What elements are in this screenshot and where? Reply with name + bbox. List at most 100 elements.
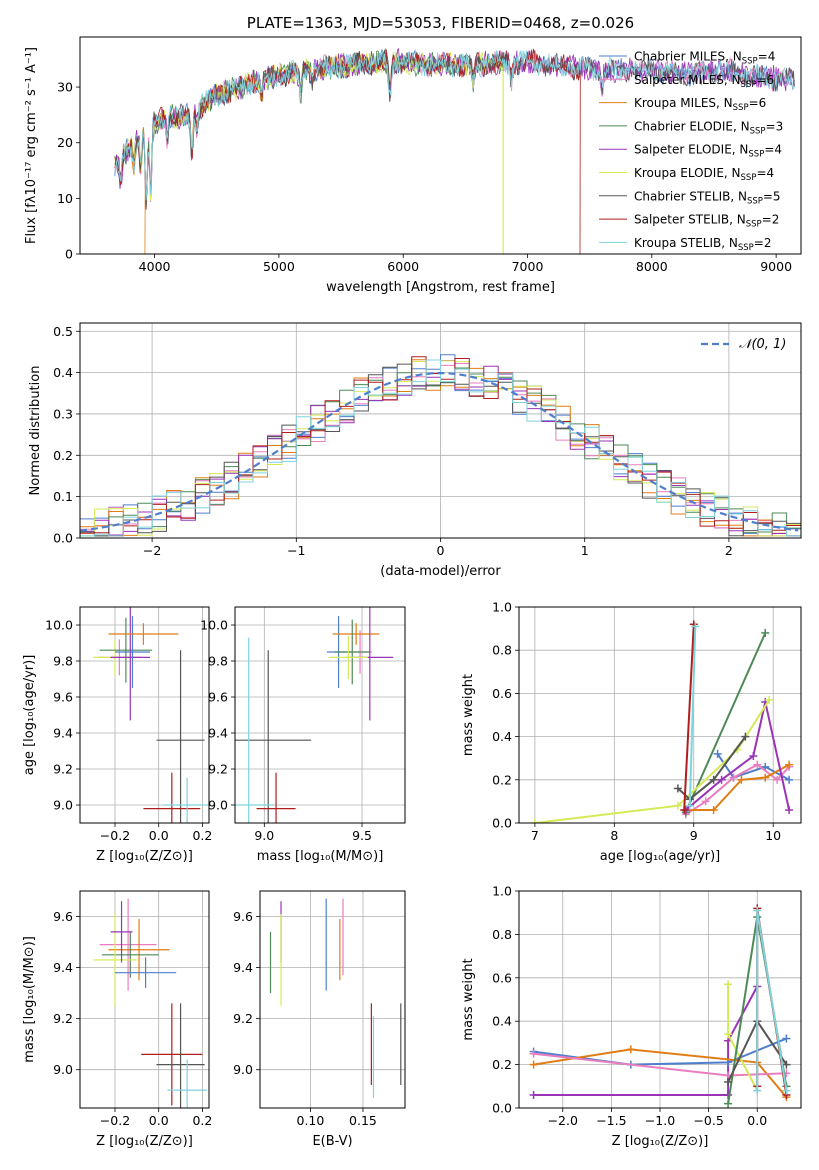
weight-line-chabrier-elodie (684, 632, 767, 813)
legend-subscript: SSP (748, 150, 764, 160)
legend-label: Chabrier MILES, NSSP=4 (634, 50, 775, 67)
weight-marker (626, 1045, 635, 1054)
x-tick-label: −1 (287, 543, 305, 558)
y-tick-label: 0 (65, 247, 73, 262)
axes-z-weight: −2.0 −1.5 −1.0 −0.5 0.0 0.0 0.2 0.4 0.6 0.8 1.0 Z [… (461, 884, 802, 1149)
weight-line-salpeter-elodie (685, 701, 791, 811)
x-axis-label: Z [log₁₀(Z/Z⊙)] (612, 1134, 709, 1149)
axes-residuals: −2 −1 0 1 2 0.0 0.1 0.2 0.3 0.4 0.5 𝒩(0, 1) (data-mo… (28, 322, 802, 579)
y-tick-label: 9.4 (53, 726, 73, 741)
errorbar-point (99, 898, 157, 991)
axes-frame (518, 606, 802, 824)
x-tick-label: 5000 (263, 259, 295, 274)
errorbar-point (167, 1059, 207, 1108)
x-axis-label: Z [log₁₀(Z/Z⊙)] (96, 1134, 193, 1149)
weight-marker (701, 797, 710, 806)
errorbar-point (99, 617, 153, 683)
legend-text: Salpeter STELIB, N (634, 213, 746, 227)
axes-frame (234, 606, 406, 824)
weight-marker (530, 819, 539, 823)
legend-label: Chabrier STELIB, NSSP=5 (634, 189, 781, 206)
axes-z-age: −0.2 0.0 0.2 9.0 9.2 9.4 9.6 9.8 10.0 Z [log₁₀(Z/… (22, 606, 212, 864)
y-tick-label: 30 (57, 80, 73, 95)
plot-area-z-mass (93, 898, 207, 1108)
legend-subscript: SSP (746, 220, 762, 230)
weight-line-salpeter-miles (685, 763, 790, 816)
legend-label: Kroupa STELIB, NSSP=2 (634, 236, 772, 253)
legend-count: =4 (764, 143, 782, 157)
weight-marker (782, 1060, 791, 1069)
plot-area-residuals (80, 354, 801, 537)
legend-subscript: SSP (741, 80, 757, 90)
plot-area-z-age (93, 607, 209, 823)
y-tick-label: 9.8 (208, 654, 228, 669)
x-tick-label: 1 (581, 543, 589, 558)
y-tick-label: 0.1 (53, 489, 73, 504)
y-tick-label: 0.3 (53, 406, 73, 421)
weight-marker (785, 760, 794, 769)
weight-marker (685, 801, 694, 810)
legend-count: =4 (758, 50, 776, 64)
errorbar-point (156, 650, 205, 823)
errorbar-point (114, 957, 177, 989)
y-axis-label: age [log₁₀(age/yr)] (22, 655, 37, 776)
x-tick-label: 7 (531, 828, 539, 843)
errorbar-point (163, 778, 209, 823)
legend: Chabrier MILES, NSSP=4 Salpeter MILES, NS… (599, 50, 783, 253)
x-tick-label: −0.5 (693, 1113, 723, 1128)
plot-area-age-weight (530, 620, 794, 823)
y-tick-label: 9.6 (208, 690, 228, 705)
weight-marker (724, 980, 733, 989)
x-tick-label: 0.0 (747, 1113, 767, 1128)
weight-marker (709, 806, 718, 815)
x-tick-label: 9 (690, 828, 698, 843)
weight-marker (737, 775, 746, 784)
legend-label: Kroupa MILES, NSSP=6 (634, 96, 766, 113)
y-tick-label: 9.6 (53, 909, 73, 924)
weight-line-salpeter-elodie (533, 986, 759, 1096)
weight-marker (673, 784, 682, 793)
x-tick-label: 9.0 (254, 828, 274, 843)
errorbar-point (235, 650, 312, 823)
errorbar-point (93, 913, 137, 1006)
weight-marker (753, 760, 762, 769)
y-tick-label: 0.6 (492, 686, 512, 701)
legend-subscript: SSP (733, 103, 749, 113)
y-tick-label: 9.0 (208, 798, 228, 813)
y-tick-label: 1.0 (492, 600, 512, 615)
x-axis-label: (data-model)/error (380, 564, 501, 579)
weight-marker (761, 773, 770, 782)
weight-marker (709, 775, 718, 784)
legend-count: =4 (756, 166, 774, 180)
y-tick-label: 1.0 (492, 884, 512, 899)
normal-curve (80, 372, 799, 532)
x-axis-label: wavelength [Angstrom, rest frame] (326, 280, 555, 295)
y-tick-label: 9.0 (53, 1062, 73, 1077)
y-axis-label: Flux [fλ10⁻¹⁷ erg cm⁻² s⁻¹ A⁻¹] (24, 47, 39, 244)
y-tick-label: 0.2 (492, 1057, 512, 1072)
legend-label: Salpeter MILES, NSSP=6 (634, 73, 774, 90)
weight-marker (713, 749, 722, 758)
errorbar-point (235, 637, 275, 823)
legend-subscript: SSP (747, 196, 763, 206)
weight-marker (724, 1099, 733, 1108)
weight-line-kroupa-stelib (756, 910, 788, 1091)
errorbar-point (156, 1003, 205, 1108)
weight-marker (765, 695, 774, 704)
legend-text: Chabrier STELIB, N (634, 189, 747, 203)
y-tick-label: 0.0 (492, 816, 512, 831)
legend-text: Kroupa ELODIE, N (634, 166, 741, 180)
plot-area-spectrum (114, 47, 795, 254)
errorbar-point (256, 772, 296, 823)
weight-marker (724, 1077, 733, 1086)
x-tick-label: −1.5 (596, 1113, 626, 1128)
errorbar-point (110, 607, 150, 721)
spectrum-line-chabrier-stelib (114, 49, 795, 207)
axes-ebv-mass: 0.10 0.15 9.0 9.2 9.4 9.6 E(B-V) (233, 890, 406, 1149)
axes-frame (79, 606, 210, 824)
legend-label: Kroupa ELODIE, NSSP=4 (634, 166, 774, 183)
legend-label: Salpeter ELODIE, NSSP=4 (634, 143, 782, 160)
weight-marker (761, 628, 770, 637)
x-tick-label: 10 (765, 828, 781, 843)
weight-marker (741, 732, 750, 741)
